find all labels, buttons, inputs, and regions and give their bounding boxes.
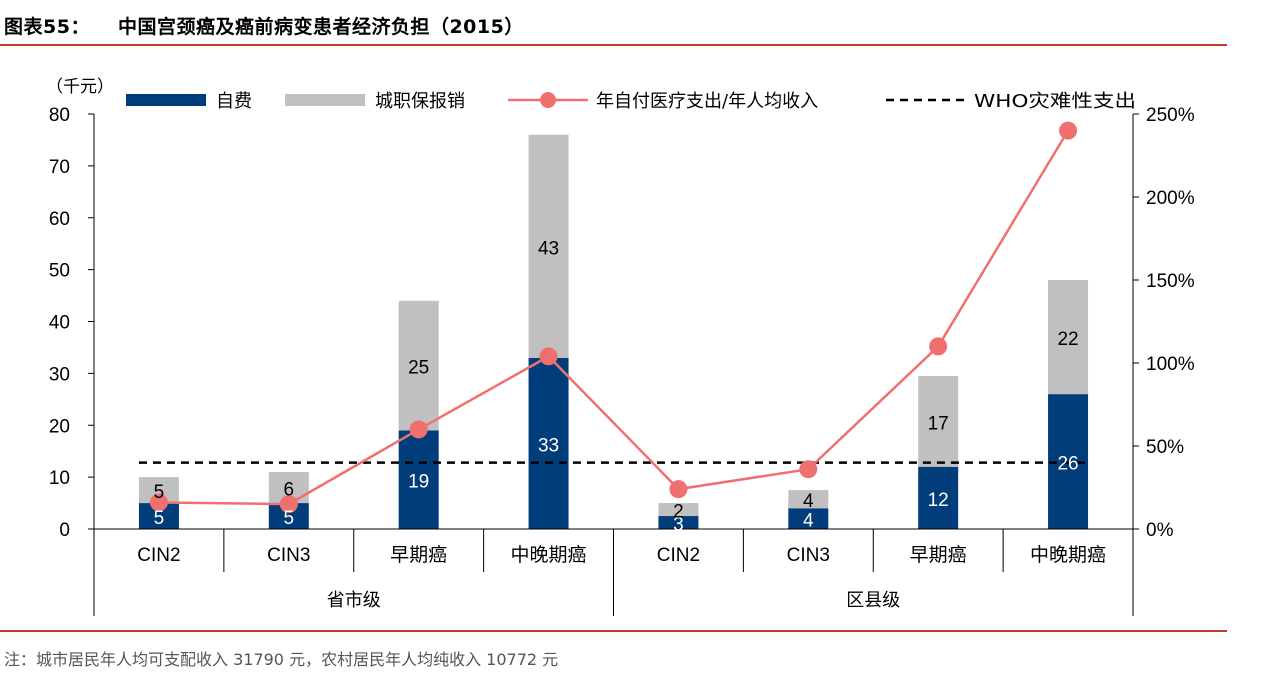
data-label-self-pay-6: 12: [928, 490, 949, 511]
bar-self-pay-2: [398, 430, 439, 529]
data-label-self-pay-4: 3: [673, 515, 684, 536]
x-tick-label-3: 中晚期癌: [511, 544, 587, 566]
y-right-tick-label-2: 100%: [1146, 354, 1195, 375]
y-left-tick-label-3: 30: [49, 364, 70, 385]
bottom-rule: [0, 630, 1227, 632]
bar-insurance-3: [528, 134, 569, 358]
y-right-tick-label-4: 200%: [1146, 188, 1195, 209]
x-group-label-0: 省市级: [327, 590, 381, 611]
chart-title-text: 中国宫颈癌及癌前病变患者经济负担（2015）: [117, 16, 524, 38]
y-right-tick-label-0: 0%: [1146, 520, 1174, 541]
bar-insurance-7: [1048, 280, 1089, 395]
legend-label-ratio: 年自付医疗支出/年人均收入: [596, 91, 818, 112]
footnote: 注：城市居民年人均可支配收入 31790 元，农村居民年人均纯收入 10772 …: [4, 650, 559, 669]
bar-self-pay-6: [918, 466, 959, 529]
x-group-label-1: 区县级: [846, 590, 900, 611]
ratio-point-7: [1059, 121, 1078, 140]
y-left-tick-label-5: 50: [49, 261, 70, 282]
bar-insurance-5: [788, 490, 829, 509]
bar-insurance-6: [918, 375, 959, 467]
chart-title-number: 图表55：: [4, 16, 90, 38]
y-left-tick-label-7: 70: [49, 157, 70, 178]
legend-swatch-self-pay: [126, 94, 206, 106]
y-right-tick-label-3: 150%: [1146, 271, 1195, 292]
top-rule: [0, 44, 1227, 46]
y-left-axis-title: （千元）: [46, 77, 114, 97]
bar-self-pay-4: [658, 516, 699, 529]
x-tick-label-7: 中晚期癌: [1030, 544, 1106, 566]
data-label-insurance-5: 4: [803, 491, 814, 512]
y-left-tick-label-1: 10: [49, 468, 70, 489]
legend-label-self-pay: 自费: [216, 91, 252, 112]
data-label-self-pay-2: 19: [408, 472, 429, 493]
data-label-self-pay-3: 33: [538, 435, 559, 456]
data-label-self-pay-0: 5: [154, 508, 165, 529]
bar-insurance-2: [398, 300, 439, 431]
data-label-self-pay-7: 26: [1057, 454, 1078, 475]
y-left-tick-label-0: 0: [59, 520, 70, 541]
ratio-point-0: [149, 493, 168, 512]
y-left-tick-label-6: 60: [49, 209, 70, 230]
legend-swatch-insurance: [285, 94, 365, 106]
x-tick-label-5: CIN3: [787, 545, 830, 566]
legend-swatch-ratio-marker: [540, 92, 556, 108]
ratio-point-5: [799, 460, 818, 479]
bar-self-pay-3: [528, 357, 569, 529]
x-tick-label-4: CIN2: [657, 545, 700, 566]
legend-label-threshold: WHO灾难性支出: [974, 91, 1136, 112]
data-label-insurance-6: 17: [928, 413, 949, 434]
ratio-point-4: [669, 480, 688, 499]
chart-title: 图表55： 中国宫颈癌及癌前病变患者经济负担（2015）: [4, 12, 524, 39]
ratio-point-3: [539, 347, 558, 366]
data-label-self-pay-5: 4: [803, 511, 814, 532]
data-label-insurance-3: 43: [538, 238, 559, 259]
x-tick-label-6: 早期癌: [910, 544, 967, 566]
data-label-insurance-0: 5: [154, 482, 165, 503]
x-tick-label-0: CIN2: [137, 545, 180, 566]
bar-insurance-4: [658, 503, 699, 517]
bar-self-pay-5: [788, 508, 829, 529]
y-left-tick-label-4: 40: [49, 313, 70, 334]
data-label-insurance-2: 25: [408, 358, 429, 379]
data-label-insurance-4: 2: [673, 502, 684, 523]
data-label-insurance-1: 6: [284, 480, 295, 501]
x-tick-label-2: 早期癌: [390, 544, 447, 566]
y-right-tick-label-5: 250%: [1146, 105, 1195, 126]
ratio-point-1: [279, 495, 298, 514]
y-right-tick-label-1: 50%: [1146, 437, 1184, 458]
x-tick-label-1: CIN3: [267, 545, 310, 566]
ratio-point-6: [929, 337, 948, 356]
y-left-tick-label-2: 20: [49, 416, 70, 437]
y-left-tick-label-8: 80: [49, 105, 70, 126]
legend-label-insurance: 城职保报销: [375, 91, 465, 112]
data-label-insurance-7: 22: [1057, 329, 1078, 350]
ratio-point-2: [409, 420, 428, 439]
data-label-self-pay-1: 5: [284, 508, 295, 529]
ratio-line: [158, 129, 1070, 506]
